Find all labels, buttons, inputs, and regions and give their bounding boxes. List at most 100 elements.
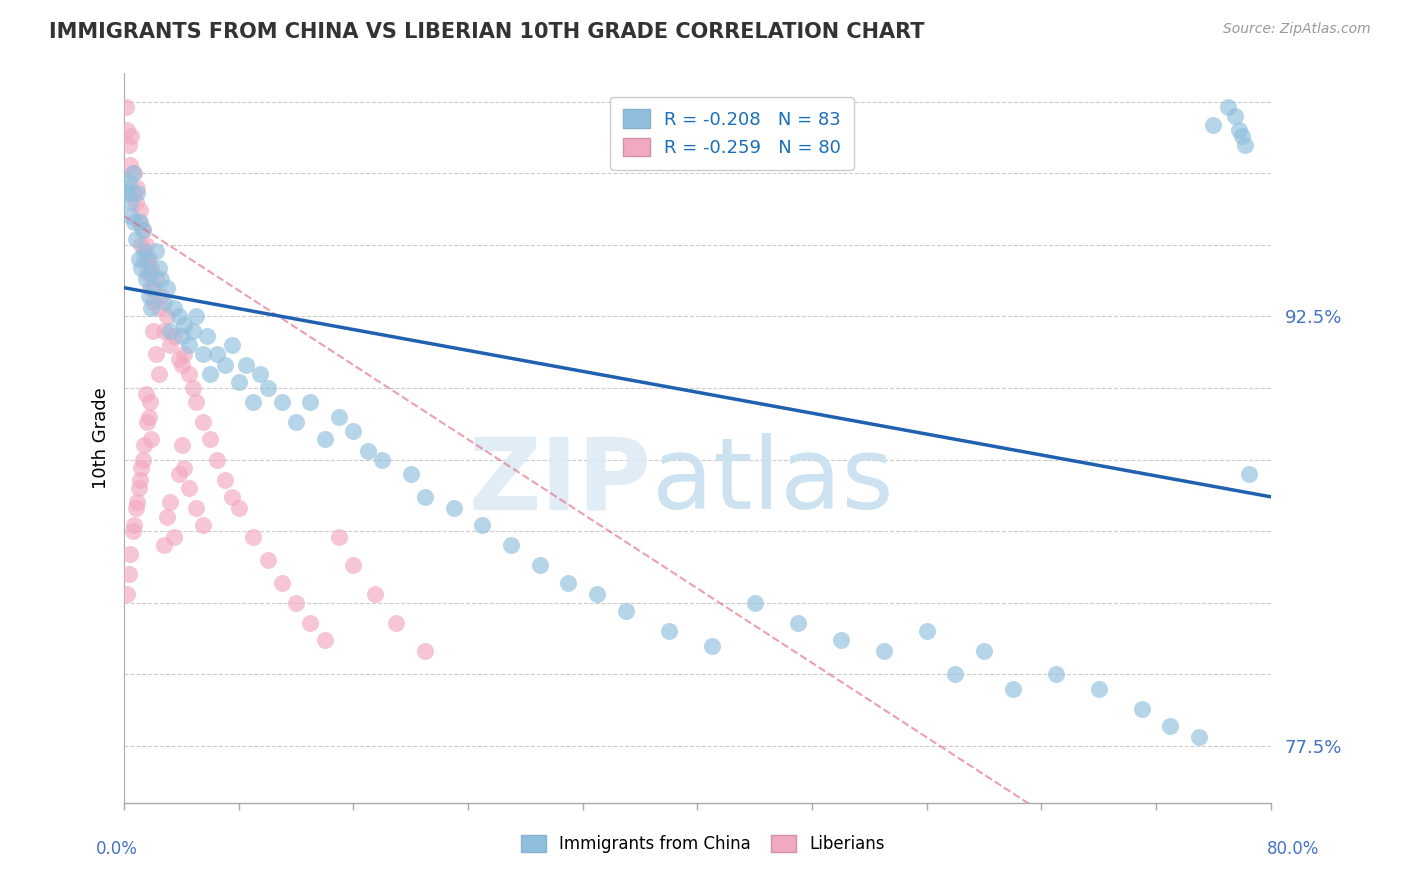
Point	[529, 558, 551, 573]
Point	[786, 615, 808, 630]
Point	[118, 547, 141, 561]
Point	[207, 346, 229, 360]
Point	[117, 175, 139, 189]
Point	[115, 186, 138, 201]
Point	[256, 553, 278, 567]
Point	[163, 530, 186, 544]
Point	[342, 558, 364, 573]
Point	[115, 123, 138, 137]
Point	[184, 501, 207, 516]
Point	[127, 495, 149, 509]
Point	[159, 324, 181, 338]
Point	[242, 395, 264, 409]
Point	[1202, 118, 1225, 132]
Point	[299, 395, 322, 409]
Point	[235, 358, 257, 372]
Point	[173, 461, 195, 475]
Point	[132, 223, 155, 237]
Point	[159, 338, 181, 352]
Point	[141, 260, 163, 275]
Point	[128, 252, 150, 266]
Point	[167, 352, 190, 367]
Point	[142, 324, 165, 338]
Point	[136, 252, 159, 266]
Point	[129, 215, 152, 229]
Point	[371, 452, 394, 467]
Point	[228, 501, 250, 516]
Point	[127, 180, 149, 194]
Point	[128, 481, 150, 495]
Point	[134, 252, 156, 266]
Point	[121, 186, 143, 201]
Point	[148, 367, 170, 381]
Point	[1045, 667, 1067, 681]
Point	[141, 433, 163, 447]
Point	[135, 237, 157, 252]
Point	[184, 395, 207, 409]
Point	[177, 481, 200, 495]
Point	[125, 501, 148, 516]
Point	[148, 260, 170, 275]
Point	[299, 615, 322, 630]
Point	[136, 415, 159, 429]
Point	[973, 644, 995, 658]
Point	[328, 530, 350, 544]
Point	[173, 318, 195, 332]
Point	[117, 137, 139, 152]
Point	[700, 639, 723, 653]
Point	[163, 329, 186, 343]
Point	[221, 490, 243, 504]
Point	[118, 158, 141, 172]
Point	[138, 289, 160, 303]
Point	[170, 329, 193, 343]
Point	[125, 232, 148, 246]
Point	[471, 518, 494, 533]
Text: IMMIGRANTS FROM CHINA VS LIBERIAN 10TH GRADE CORRELATION CHART: IMMIGRANTS FROM CHINA VS LIBERIAN 10TH G…	[49, 22, 925, 42]
Point	[364, 587, 387, 601]
Point	[135, 386, 157, 401]
Point	[1233, 137, 1256, 152]
Point	[121, 166, 143, 180]
Point	[170, 438, 193, 452]
Point	[413, 644, 436, 658]
Point	[501, 538, 523, 552]
Point	[1223, 109, 1246, 123]
Point	[1237, 467, 1260, 481]
Point	[242, 530, 264, 544]
Point	[228, 376, 250, 390]
Legend: R = -0.208   N = 83, R = -0.259   N = 80: R = -0.208 N = 83, R = -0.259 N = 80	[610, 96, 853, 169]
Point	[177, 338, 200, 352]
Point	[153, 295, 176, 310]
Point	[128, 215, 150, 229]
Point	[131, 237, 153, 252]
Point	[198, 367, 221, 381]
Point	[122, 518, 145, 533]
Point	[139, 281, 162, 295]
Point	[872, 644, 894, 658]
Point	[148, 301, 170, 315]
Point	[191, 346, 214, 360]
Point	[135, 272, 157, 286]
Point	[134, 244, 156, 258]
Point	[120, 209, 142, 223]
Point	[357, 444, 380, 458]
Text: Source: ZipAtlas.com: Source: ZipAtlas.com	[1223, 22, 1371, 37]
Point	[191, 415, 214, 429]
Point	[342, 424, 364, 438]
Point	[114, 180, 136, 194]
Point	[1188, 731, 1211, 745]
Point	[122, 166, 145, 180]
Point	[1227, 123, 1250, 137]
Point	[118, 194, 141, 209]
Point	[127, 186, 149, 201]
Point	[173, 346, 195, 360]
Point	[139, 395, 162, 409]
Point	[285, 596, 308, 610]
Point	[249, 367, 271, 381]
Point	[156, 310, 179, 324]
Text: ZIP: ZIP	[468, 434, 651, 531]
Point	[270, 575, 292, 590]
Point	[117, 567, 139, 582]
Point	[141, 301, 163, 315]
Point	[658, 624, 681, 639]
